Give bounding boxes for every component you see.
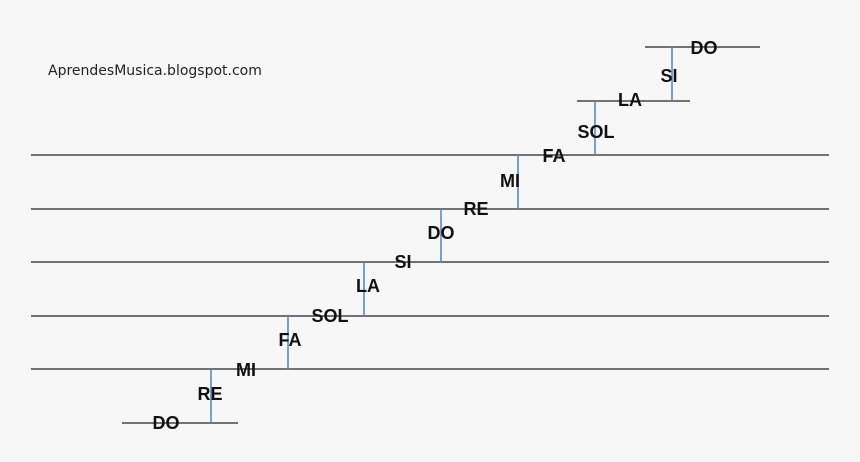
note-label: SOL bbox=[311, 306, 348, 326]
steps bbox=[210, 47, 673, 423]
note-label: MI bbox=[236, 360, 256, 380]
note-label: FA bbox=[278, 330, 301, 350]
note-label: MI bbox=[500, 171, 520, 191]
staff bbox=[31, 46, 829, 424]
note-label: DO bbox=[691, 38, 718, 58]
note-label: DO bbox=[153, 413, 180, 433]
note-label: LA bbox=[618, 90, 642, 110]
note-label: SI bbox=[660, 66, 677, 86]
source-text: AprendesMusica.blogspot.com bbox=[48, 63, 262, 79]
note-label: LA bbox=[356, 276, 380, 296]
note-label: FA bbox=[542, 146, 565, 166]
notes: DO RE MI FA SOL LA SI DO RE MI FA SOL LA… bbox=[153, 38, 718, 433]
note-label: RE bbox=[197, 384, 222, 404]
note-label: RE bbox=[463, 199, 488, 219]
note-label: DO bbox=[428, 223, 455, 243]
note-label: SI bbox=[394, 252, 411, 272]
note-label: SOL bbox=[577, 122, 614, 142]
